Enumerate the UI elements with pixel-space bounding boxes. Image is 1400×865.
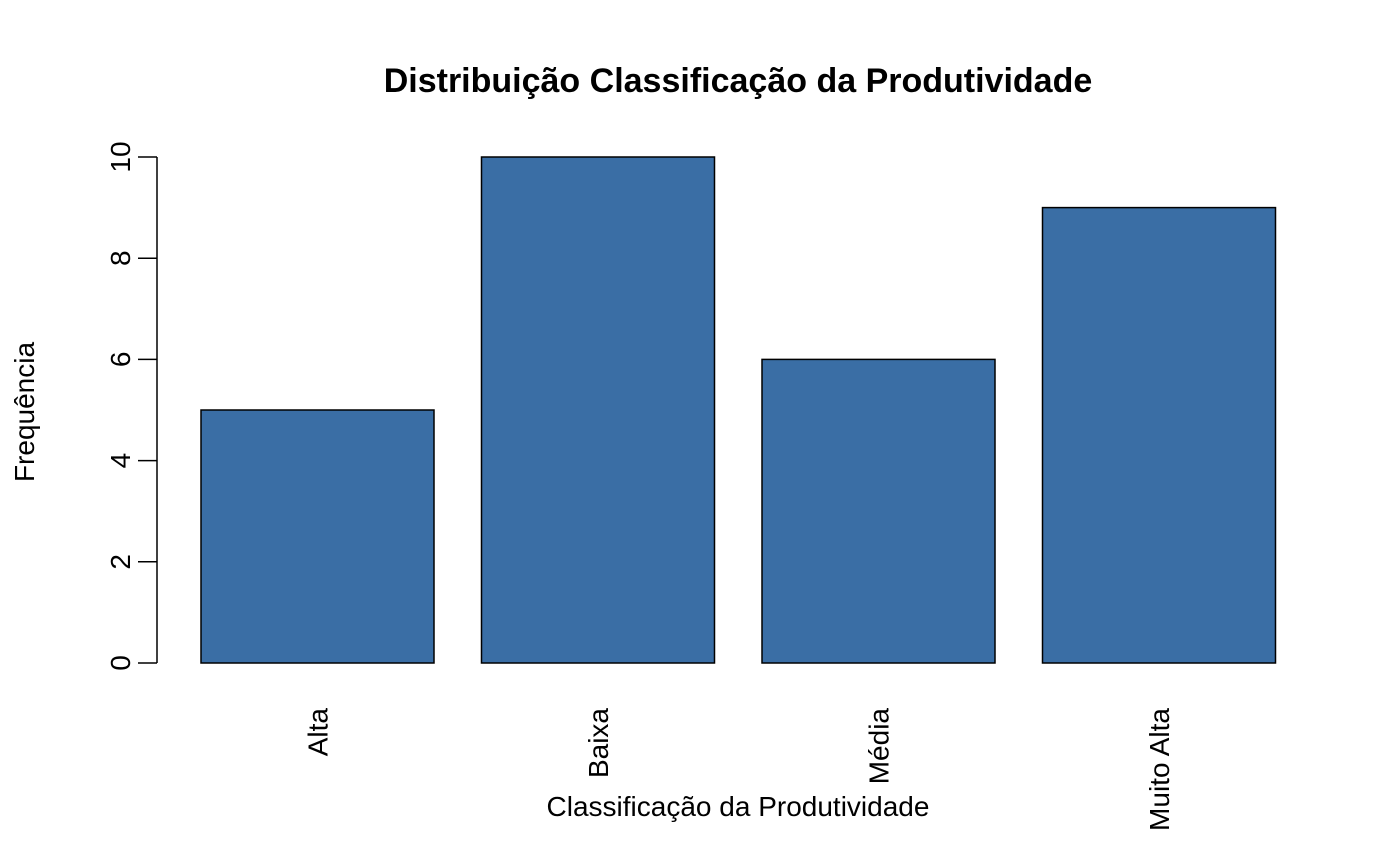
bar-alta [200, 409, 435, 664]
x-tick-label: Baixa [583, 708, 614, 778]
y-tick-label: 6 [105, 352, 136, 368]
y-tick-label: 2 [105, 554, 136, 570]
y-axis-label: Frequência [9, 342, 40, 483]
x-tick-labels-group: Alta Baixa Média Muito Alta [302, 708, 1175, 831]
x-axis-label: Classificação da Produtividade [547, 791, 930, 822]
bar-media [761, 358, 996, 664]
x-tick-label: Muito Alta [1144, 708, 1175, 831]
y-tick-label: 10 [105, 141, 136, 172]
y-tick-label: 8 [105, 250, 136, 266]
bar-muito-alta [1041, 206, 1277, 664]
x-tick-label: Média [863, 708, 894, 785]
y-tick-label: 0 [105, 655, 136, 671]
bar-baixa [480, 156, 716, 664]
chart-title: Distribuição Classificação da Produtivid… [384, 62, 1093, 100]
y-axis: 0 2 4 6 8 10 [105, 141, 158, 671]
x-tick-label: Alta [302, 708, 333, 757]
bars-group [200, 156, 1277, 664]
y-tick-label: 4 [105, 453, 136, 469]
